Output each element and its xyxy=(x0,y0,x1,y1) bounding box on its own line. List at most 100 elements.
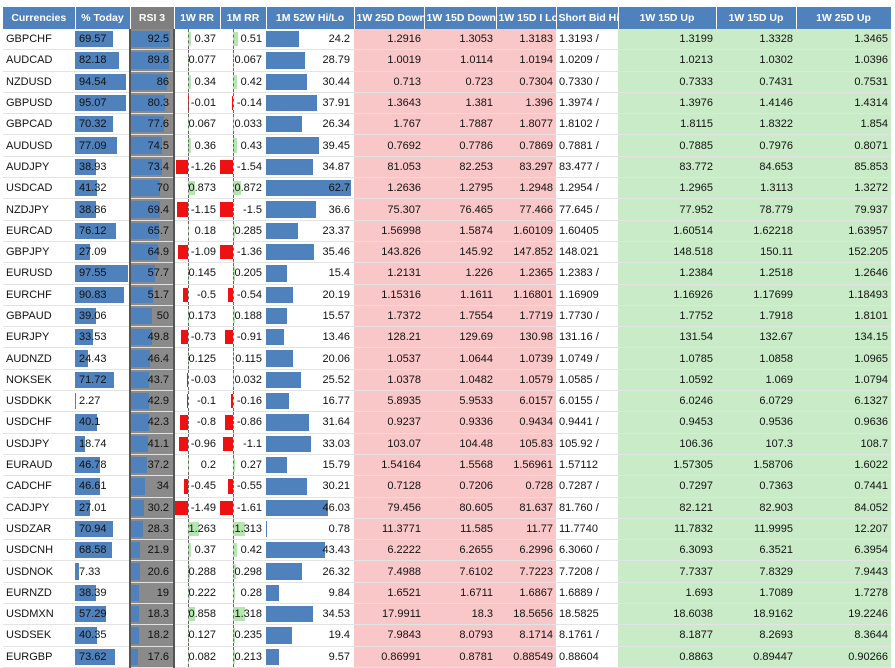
pct-today-cell[interactable]: 73.62 xyxy=(75,646,130,667)
currency-pair-cell[interactable]: AUDJPY xyxy=(3,156,75,177)
up-15d-b-cell[interactable]: 1.0302 xyxy=(716,50,796,71)
rsi-cell[interactable]: 65.7 xyxy=(130,220,174,241)
rr-1w-cell[interactable]: -0.96 xyxy=(174,433,220,454)
pct-today-cell[interactable]: 38.86 xyxy=(75,199,130,220)
rr-1w-cell[interactable]: -0.45 xyxy=(174,476,220,497)
down-25d-cell[interactable]: 1.2636 xyxy=(354,178,424,199)
hilo-cell[interactable]: 37.91 xyxy=(266,92,354,113)
hilo-cell[interactable]: 34.87 xyxy=(266,156,354,177)
down-25d-cell[interactable]: 0.7692 xyxy=(354,135,424,156)
rr-1m-cell[interactable]: 0.872 xyxy=(220,178,266,199)
hilo-cell[interactable]: 39.45 xyxy=(266,135,354,156)
rr-1w-cell[interactable]: 0.222 xyxy=(174,582,220,603)
rsi-cell[interactable]: 41.1 xyxy=(130,433,174,454)
rsi-cell[interactable]: 69.4 xyxy=(130,199,174,220)
low-cell[interactable]: 77.466 xyxy=(496,199,556,220)
rsi-cell[interactable]: 18.3 xyxy=(130,604,174,625)
rsi-cell[interactable]: 28.3 xyxy=(130,518,174,539)
rsi-cell[interactable]: 74.5 xyxy=(130,135,174,156)
rr-1w-cell[interactable]: 0.173 xyxy=(174,305,220,326)
hilo-cell[interactable]: 28.79 xyxy=(266,50,354,71)
up-15d-cell[interactable]: 1.60514 xyxy=(618,220,716,241)
hilo-cell[interactable]: 9.84 xyxy=(266,582,354,603)
down-25d-cell[interactable]: 11.3771 xyxy=(354,518,424,539)
pct-today-cell[interactable]: 46.61 xyxy=(75,476,130,497)
rr-1w-cell[interactable]: -0.8 xyxy=(174,412,220,433)
bid-high-cell[interactable]: 105.92 / xyxy=(556,433,618,454)
rsi-cell[interactable]: 42.3 xyxy=(130,412,174,433)
up-25d-cell[interactable]: 1.0396 xyxy=(796,50,891,71)
up-15d-b-cell[interactable]: 6.0729 xyxy=(716,391,796,412)
up-15d-b-cell[interactable]: 1.2518 xyxy=(716,263,796,284)
pct-today-cell[interactable]: 77.09 xyxy=(75,135,130,156)
up-15d-cell[interactable]: 11.7832 xyxy=(618,518,716,539)
currency-pair-cell[interactable]: AUDCAD xyxy=(3,50,75,71)
rr-1m-cell[interactable]: -0.14 xyxy=(220,92,266,113)
up-15d-cell[interactable]: 1.16926 xyxy=(618,284,716,305)
up-15d-b-cell[interactable]: 0.9536 xyxy=(716,412,796,433)
pct-today-cell[interactable]: 90.83 xyxy=(75,284,130,305)
up-15d-b-cell[interactable]: 1.17699 xyxy=(716,284,796,305)
up-15d-b-cell[interactable]: 6.3521 xyxy=(716,540,796,561)
up-15d-cell[interactable]: 1.2384 xyxy=(618,263,716,284)
rr-1m-cell[interactable]: 0.42 xyxy=(220,540,266,561)
pct-today-cell[interactable]: 7.33 xyxy=(75,561,130,582)
low-cell[interactable]: 11.77 xyxy=(496,518,556,539)
hilo-cell[interactable]: 62.7 xyxy=(266,178,354,199)
rsi-cell[interactable]: 70 xyxy=(130,178,174,199)
hilo-cell[interactable]: 20.19 xyxy=(266,284,354,305)
down-15d-cell[interactable]: 1.0644 xyxy=(424,348,496,369)
up-15d-cell[interactable]: 148.518 xyxy=(618,241,716,262)
up-15d-b-cell[interactable]: 82.903 xyxy=(716,497,796,518)
rr-1w-cell[interactable]: -1.09 xyxy=(174,241,220,262)
rr-1m-cell[interactable]: -1.54 xyxy=(220,156,266,177)
down-25d-cell[interactable]: 1.15316 xyxy=(354,284,424,305)
down-25d-cell[interactable]: 1.6521 xyxy=(354,582,424,603)
hilo-cell[interactable]: 43.43 xyxy=(266,540,354,561)
down-15d-cell[interactable]: 0.7786 xyxy=(424,135,496,156)
currency-pair-cell[interactable]: AUDUSD xyxy=(3,135,75,156)
bid-high-cell[interactable]: 1.0749 / xyxy=(556,348,618,369)
down-15d-cell[interactable]: 0.8781 xyxy=(424,646,496,667)
up-15d-cell[interactable]: 6.3093 xyxy=(618,540,716,561)
rr-1w-cell[interactable]: 0.37 xyxy=(174,29,220,50)
pct-today-cell[interactable]: 57.29 xyxy=(75,604,130,625)
currency-pair-cell[interactable]: USDDKK xyxy=(3,391,75,412)
col-header-25d-down[interactable]: 1W 25D Down xyxy=(354,7,424,29)
down-25d-cell[interactable]: 1.0019 xyxy=(354,50,424,71)
up-15d-b-cell[interactable]: 0.7976 xyxy=(716,135,796,156)
bid-high-cell[interactable]: 1.2954 / xyxy=(556,178,618,199)
rr-1m-cell[interactable]: -0.91 xyxy=(220,327,266,348)
up-15d-cell[interactable]: 83.772 xyxy=(618,156,716,177)
up-25d-cell[interactable]: 6.3954 xyxy=(796,540,891,561)
down-15d-cell[interactable]: 129.69 xyxy=(424,327,496,348)
rr-1w-cell[interactable]: -1.26 xyxy=(174,156,220,177)
rr-1m-cell[interactable]: 0.28 xyxy=(220,582,266,603)
rsi-cell[interactable]: 21.9 xyxy=(130,540,174,561)
pct-today-cell[interactable]: 18.74 xyxy=(75,433,130,454)
rr-1m-cell[interactable]: -1.36 xyxy=(220,241,266,262)
rr-1w-cell[interactable]: 0.082 xyxy=(174,646,220,667)
rr-1m-cell[interactable]: 0.033 xyxy=(220,114,266,135)
up-15d-b-cell[interactable]: 84.653 xyxy=(716,156,796,177)
currency-pair-cell[interactable]: USDMXN xyxy=(3,604,75,625)
low-cell[interactable]: 18.5656 xyxy=(496,604,556,625)
bid-high-cell[interactable]: 1.16909 xyxy=(556,284,618,305)
bid-high-cell[interactable]: 6.0155 / xyxy=(556,391,618,412)
low-cell[interactable]: 105.83 xyxy=(496,433,556,454)
low-cell[interactable]: 130.98 xyxy=(496,327,556,348)
hilo-cell[interactable]: 15.79 xyxy=(266,454,354,475)
bid-high-cell[interactable]: 8.1761 / xyxy=(556,625,618,646)
pct-today-cell[interactable]: 71.72 xyxy=(75,369,130,390)
rr-1m-cell[interactable]: -0.55 xyxy=(220,476,266,497)
up-25d-cell[interactable]: 6.1327 xyxy=(796,391,891,412)
down-15d-cell[interactable]: 1.5874 xyxy=(424,220,496,241)
rr-1w-cell[interactable]: 0.288 xyxy=(174,561,220,582)
low-cell[interactable]: 147.852 xyxy=(496,241,556,262)
pct-today-cell[interactable]: 69.57 xyxy=(75,29,130,50)
